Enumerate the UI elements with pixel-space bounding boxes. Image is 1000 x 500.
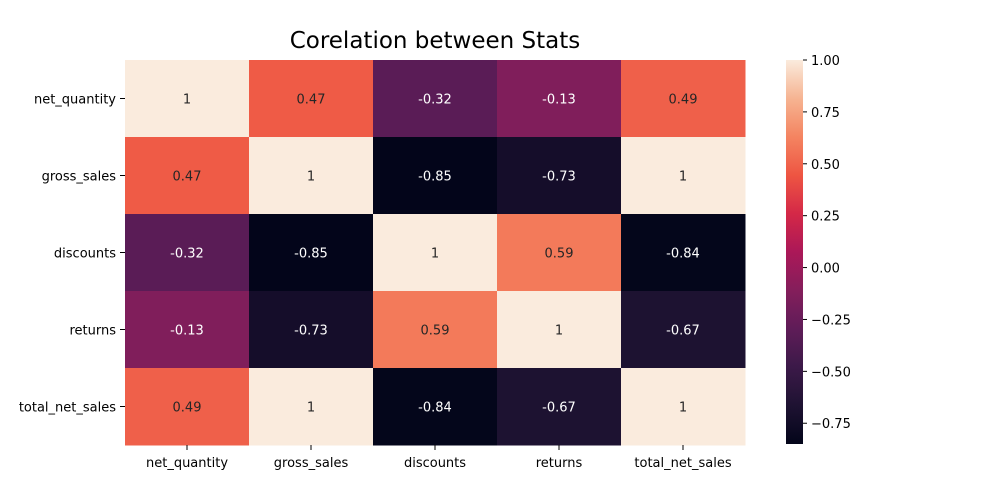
chart-title: Corelation between Stats bbox=[289, 28, 581, 54]
colorbar-tick-label: 0.50 bbox=[811, 158, 840, 173]
cell-annotation: -0.84 bbox=[418, 401, 452, 416]
cell-annotation: -0.13 bbox=[542, 93, 576, 108]
heatmap-cell bbox=[249, 60, 374, 138]
cell-annotation: -0.84 bbox=[666, 247, 700, 262]
heatmap-cell bbox=[125, 60, 250, 138]
heatmap-cell bbox=[621, 291, 746, 369]
cell-annotation: 1 bbox=[679, 401, 687, 416]
cell-annotation: 1 bbox=[555, 324, 563, 339]
cell-annotation: -0.85 bbox=[418, 170, 452, 185]
colorbar-tick-label: −0.75 bbox=[811, 417, 851, 432]
heatmap-cell bbox=[373, 60, 498, 138]
heatmap-cell bbox=[497, 368, 622, 446]
heatmap-cell bbox=[125, 214, 250, 292]
heatmap-cell bbox=[621, 137, 746, 215]
cell-annotation: -0.67 bbox=[666, 324, 700, 339]
colorbar-tick-label: −0.50 bbox=[811, 365, 851, 380]
x-tick-label: gross_sales bbox=[274, 456, 349, 471]
x-tick-label: net_quantity bbox=[146, 456, 228, 471]
heatmap-cell bbox=[249, 137, 374, 215]
x-tick-label: total_net_sales bbox=[634, 456, 731, 471]
colorbar-tick-label: −0.25 bbox=[811, 313, 851, 328]
heatmap-cell bbox=[249, 291, 374, 369]
cell-annotation: 0.47 bbox=[173, 170, 202, 185]
cell-annotation: 0.47 bbox=[297, 93, 326, 108]
y-tick-label: gross_sales bbox=[42, 170, 117, 185]
y-tick-label: returns bbox=[69, 324, 116, 339]
heatmap-cell bbox=[125, 368, 250, 446]
y-tick-label: discounts bbox=[54, 247, 116, 262]
heatmap-cell bbox=[373, 214, 498, 292]
heatmap-cell bbox=[497, 137, 622, 215]
cell-annotation: 0.59 bbox=[421, 324, 450, 339]
heatmap-cell bbox=[125, 291, 250, 369]
heatmap-cell bbox=[621, 214, 746, 292]
heatmap-cell bbox=[497, 60, 622, 138]
cell-annotation: 0.59 bbox=[545, 247, 574, 262]
heatmap-cell bbox=[125, 137, 250, 215]
colorbar-tick-label: 1.00 bbox=[811, 54, 840, 69]
x-tick-label: discounts bbox=[404, 456, 466, 471]
cell-annotation: 1 bbox=[307, 170, 315, 185]
cell-annotation: 0.49 bbox=[669, 93, 698, 108]
heatmap-cell bbox=[373, 137, 498, 215]
cell-annotation: -0.32 bbox=[170, 247, 204, 262]
y-tick-label: net_quantity bbox=[34, 93, 116, 108]
heatmap-cell bbox=[621, 60, 746, 138]
colorbar-tick-label: 0.00 bbox=[811, 262, 840, 277]
heatmap-cell bbox=[373, 291, 498, 369]
x-tick-label: returns bbox=[536, 456, 583, 471]
cell-annotation: 1 bbox=[431, 247, 439, 262]
cell-annotation: -0.67 bbox=[542, 401, 576, 416]
heatmap-cell bbox=[373, 368, 498, 446]
heatmap-cell bbox=[249, 368, 374, 446]
cell-annotation: -0.32 bbox=[418, 93, 452, 108]
y-tick-label: total_net_sales bbox=[19, 401, 116, 416]
colorbar-tick-label: 0.25 bbox=[811, 210, 840, 225]
cell-annotation: -0.73 bbox=[294, 324, 328, 339]
heatmap-cell bbox=[249, 214, 374, 292]
cell-annotation: 1 bbox=[679, 170, 687, 185]
cell-annotation: 1 bbox=[183, 93, 191, 108]
cell-annotation: 1 bbox=[307, 401, 315, 416]
heatmap-cell bbox=[621, 368, 746, 446]
cell-annotation: -0.85 bbox=[294, 247, 328, 262]
heatmap-cell bbox=[497, 214, 622, 292]
cell-annotation: 0.49 bbox=[173, 401, 202, 416]
heatmap-cell bbox=[497, 291, 622, 369]
colorbar-tick-label: 0.75 bbox=[811, 106, 840, 121]
cell-annotation: -0.13 bbox=[170, 324, 204, 339]
colorbar bbox=[786, 60, 803, 444]
cell-annotation: -0.73 bbox=[542, 170, 576, 185]
